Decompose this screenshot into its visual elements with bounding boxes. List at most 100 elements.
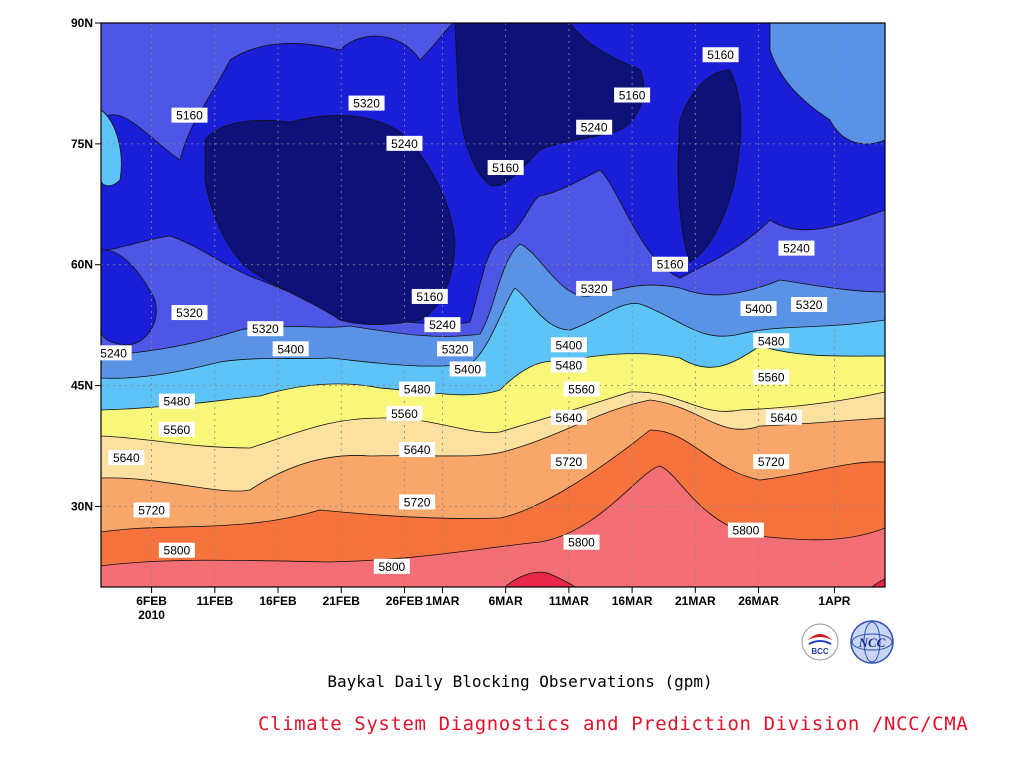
contour-label-bg: [550, 337, 587, 353]
contour-label-text: 5720: [404, 495, 431, 509]
contour-label-bg: [576, 280, 613, 296]
contour-label-bg: [778, 240, 815, 256]
contour-label-bg: [791, 297, 828, 312]
high-max-se: [871, 578, 885, 587]
y-axis: 30N 45N 60N 75N 90N: [71, 16, 101, 513]
contour-label: 5640: [108, 450, 145, 466]
contour-label: 5240: [576, 119, 613, 135]
contour-label-bg: [171, 107, 208, 123]
contour-label: 5400: [550, 337, 587, 353]
y-tick-label: 75N: [71, 137, 93, 151]
contour-label-text: 5160: [492, 161, 519, 175]
contour-label: 5720: [550, 454, 587, 470]
contour-label: 5720: [133, 502, 170, 518]
contour-label: 5800: [563, 534, 600, 550]
x-tick-label: 16FEB: [259, 594, 297, 608]
contour-label-text: 5320: [252, 322, 279, 336]
contour-label: 5720: [753, 454, 790, 470]
x-tick-label: 1MAR: [425, 594, 459, 608]
contour-label-bg: [95, 345, 132, 361]
contour-label: 5240: [424, 317, 461, 333]
contour-label-bg: [272, 341, 309, 357]
bcc-logo-text: BCC: [811, 647, 829, 656]
contour-label-text: 5320: [581, 282, 608, 296]
contour-label-bg: [424, 317, 461, 333]
contour-label: 5640: [399, 442, 436, 458]
contour-label-text: 5160: [176, 109, 203, 123]
contour-label-bg: [348, 95, 385, 111]
x-tick-label: 21MAR: [675, 594, 716, 608]
contour-label-text: 5240: [581, 121, 608, 135]
contour-label: 5160: [614, 87, 651, 103]
contour-label-text: 5240: [783, 242, 810, 256]
band-5160-top: [101, 23, 456, 161]
contour-label: 5640: [765, 409, 802, 425]
contour-label-text: 5720: [758, 455, 785, 469]
contour-label-text: 5400: [454, 362, 481, 376]
contour-label-bg: [576, 119, 613, 135]
contour-label: 5560: [386, 405, 423, 421]
contour-label: 5400: [449, 361, 486, 377]
contour-label: 5240: [778, 240, 815, 256]
contour-label-bg: [702, 47, 739, 63]
plot-frame: [100, 22, 886, 588]
contour-label-bg: [158, 421, 195, 437]
contour-label-text: 5640: [404, 443, 431, 457]
y-tick-label: 90N: [71, 16, 93, 30]
contour-label-bg: [399, 494, 436, 510]
contour-labels: 5160 5320 5240 5160 5240 5160 5160 5240 5160 5320…: [95, 47, 828, 574]
contour-label: 5320: [791, 297, 828, 312]
contour-label: 5560: [563, 381, 600, 397]
y-tick-label: 30N: [71, 499, 93, 513]
core-low-east: [677, 69, 742, 263]
contour-label: 5480: [753, 333, 790, 349]
contour-label-text: 5240: [429, 318, 456, 332]
contour-label-bg: [753, 454, 790, 470]
high-max-south: [504, 571, 576, 587]
chart-title: Baykal Daily Blocking Observations (gpm): [327, 672, 713, 691]
contour-label-text: 5480: [758, 334, 785, 348]
high-5400-west: [101, 109, 122, 187]
contour-label: 5160: [411, 288, 448, 304]
contour-label-text: 5560: [758, 371, 785, 385]
contour-label-text: 5160: [619, 89, 646, 103]
contour-label-text: 5560: [391, 407, 418, 421]
contour-label: 5160: [487, 160, 524, 176]
contour-label-bg: [399, 442, 436, 458]
x-year-label: 2010: [138, 608, 165, 622]
contour-label-text: 5160: [416, 290, 443, 304]
contour-label: 5240: [386, 135, 423, 151]
contour-label-text: 5640: [113, 451, 140, 465]
contour-label: 5320: [171, 305, 208, 321]
contour-label: 5480: [550, 357, 587, 373]
contour-label-text: 5160: [657, 258, 684, 272]
x-tick-label: 16MAR: [612, 594, 653, 608]
contour-label-bg: [386, 135, 423, 151]
contour-label: 5400: [272, 341, 309, 357]
x-tick-label: 6FEB: [136, 594, 167, 608]
bcc-logo: BCC: [801, 623, 839, 661]
x-tick-label: 1APR: [818, 594, 850, 608]
contour-label: 5480: [399, 381, 436, 397]
contour-label-bg: [158, 542, 195, 558]
core-low-north: [454, 23, 645, 187]
high-5320-ne: [769, 23, 885, 145]
contour-label-bg: [133, 502, 170, 518]
contour-label: 5320: [348, 95, 385, 111]
contour-label-bg: [411, 288, 448, 304]
contour-label: 5800: [373, 558, 410, 574]
contour-label-bg: [740, 301, 777, 317]
contour-label-text: 5400: [277, 342, 304, 356]
contour-label-bg: [449, 361, 486, 377]
contour-label: 5720: [399, 494, 436, 510]
contour-label-bg: [171, 305, 208, 321]
contour-label-bg: [550, 454, 587, 470]
contour-label-text: 5720: [138, 503, 165, 517]
contour-label-bg: [765, 409, 802, 425]
gridlines: [101, 23, 885, 587]
contour-label-bg: [550, 357, 587, 373]
core-low-southwest: [101, 249, 157, 346]
y-tick-label: 60N: [71, 258, 93, 272]
contour-label-text: 5240: [391, 137, 418, 151]
